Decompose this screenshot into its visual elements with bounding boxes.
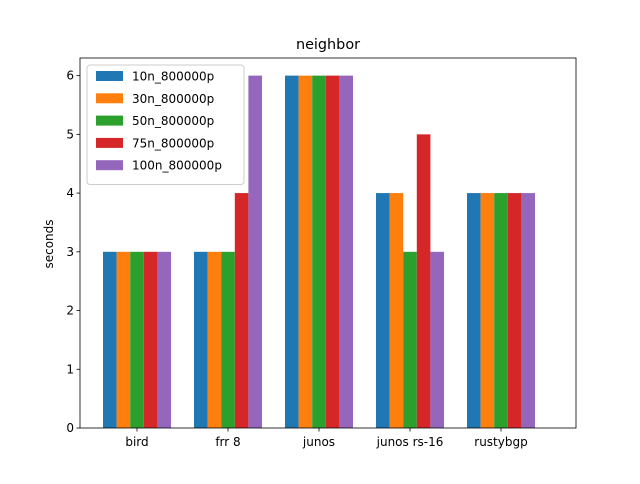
bar	[298, 75, 313, 429]
legend-swatch	[96, 115, 123, 126]
legend-swatch	[96, 93, 123, 104]
bar	[221, 251, 235, 428]
bar	[416, 134, 431, 428]
legend-swatch	[96, 71, 123, 81]
bar	[194, 251, 208, 428]
bar	[389, 193, 404, 428]
bar	[143, 251, 158, 428]
y-tick-label: 5	[66, 127, 74, 141]
legend-label: 50n_800000p	[132, 114, 214, 128]
bar	[312, 75, 326, 429]
bars-layer	[103, 75, 535, 429]
legend-box	[86, 64, 245, 185]
legend-label: 75n_800000p	[132, 136, 214, 150]
bar	[376, 193, 390, 428]
x-tick-label: bird	[125, 435, 148, 449]
legend-label: 10n_800000p	[132, 70, 214, 84]
axes-layer: 0 1 2 3 4 5 6 bird frr 8 junos junos rs-16 rustybgp	[66, 57, 577, 449]
bar	[467, 193, 481, 428]
y-axis-label: seconds	[42, 219, 56, 268]
chart-title: neighbor	[296, 37, 360, 53]
bar	[234, 193, 249, 428]
bar	[325, 75, 340, 429]
bar	[103, 251, 117, 428]
y-tick-label: 0	[66, 421, 74, 435]
plot-frame	[79, 57, 577, 429]
y-tick-label: 4	[66, 186, 74, 200]
legend-swatch	[96, 137, 123, 148]
bar	[285, 75, 299, 429]
bar	[480, 193, 495, 428]
legend-label: 100n_800000p	[132, 159, 222, 173]
x-tick-label: junos	[302, 435, 335, 449]
y-tick-label: 1	[66, 362, 74, 376]
bar	[207, 251, 222, 428]
bar	[494, 193, 508, 428]
bar	[507, 193, 522, 428]
bar	[430, 251, 444, 428]
x-tick-label: frr 8	[215, 435, 240, 449]
y-tick-label: 3	[66, 245, 74, 259]
bar	[248, 75, 262, 429]
legend-label: 30n_800000p	[132, 92, 214, 106]
bar	[116, 251, 131, 428]
x-tick-label: junos rs-16	[376, 435, 444, 449]
bar	[130, 251, 144, 428]
bar	[403, 251, 417, 428]
x-tick-label: rustybgp	[474, 435, 527, 449]
bar	[157, 251, 171, 428]
y-tick-label: 2	[66, 304, 74, 318]
bar	[521, 193, 535, 428]
legend-swatch	[96, 160, 123, 171]
legend: 10n_800000p 30n_800000p 50n_800000p 75n_800…	[86, 64, 245, 185]
y-tick-label: 6	[66, 69, 74, 83]
bar	[339, 75, 353, 429]
